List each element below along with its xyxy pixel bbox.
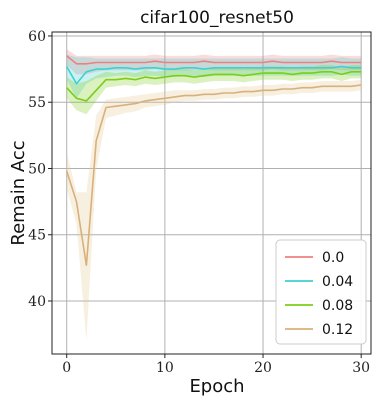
legend-label: 0.04 [322, 274, 353, 290]
legend-label: 0.0 [322, 250, 344, 266]
x-tick-label: 20 [254, 360, 272, 376]
x-tick-label: 30 [352, 360, 370, 376]
chart-title: cifar100_resnet50 [140, 8, 294, 28]
legend: 0.0 0.04 0.08 0.12 [275, 239, 367, 345]
legend-label: 0.12 [322, 322, 353, 338]
x-tick-label: 0 [62, 360, 71, 376]
plot-frame [51, 31, 372, 355]
series-band-1 [66, 54, 362, 99]
axis-ticks: 0 10 20 30 40 45 50 55 60 [28, 29, 370, 376]
x-axis-label: Epoch [189, 376, 244, 397]
series-line-2 [66, 71, 362, 102]
y-axis-label: Remain Acc [8, 140, 29, 245]
legend-label: 0.08 [322, 298, 353, 314]
series-lines [65, 55, 362, 267]
y-tick-label: 45 [28, 228, 46, 244]
y-tick-label: 60 [28, 29, 46, 45]
y-tick-label: 50 [28, 161, 46, 177]
series-line-1 [66, 65, 362, 85]
legend-box [275, 239, 367, 345]
series-line-3 [65, 84, 362, 267]
y-tick-label: 40 [28, 294, 46, 310]
series-band-2 [66, 65, 362, 115]
x-tick-label: 10 [156, 360, 174, 376]
series-line-0 [66, 55, 362, 65]
y-tick-label: 55 [28, 95, 46, 111]
